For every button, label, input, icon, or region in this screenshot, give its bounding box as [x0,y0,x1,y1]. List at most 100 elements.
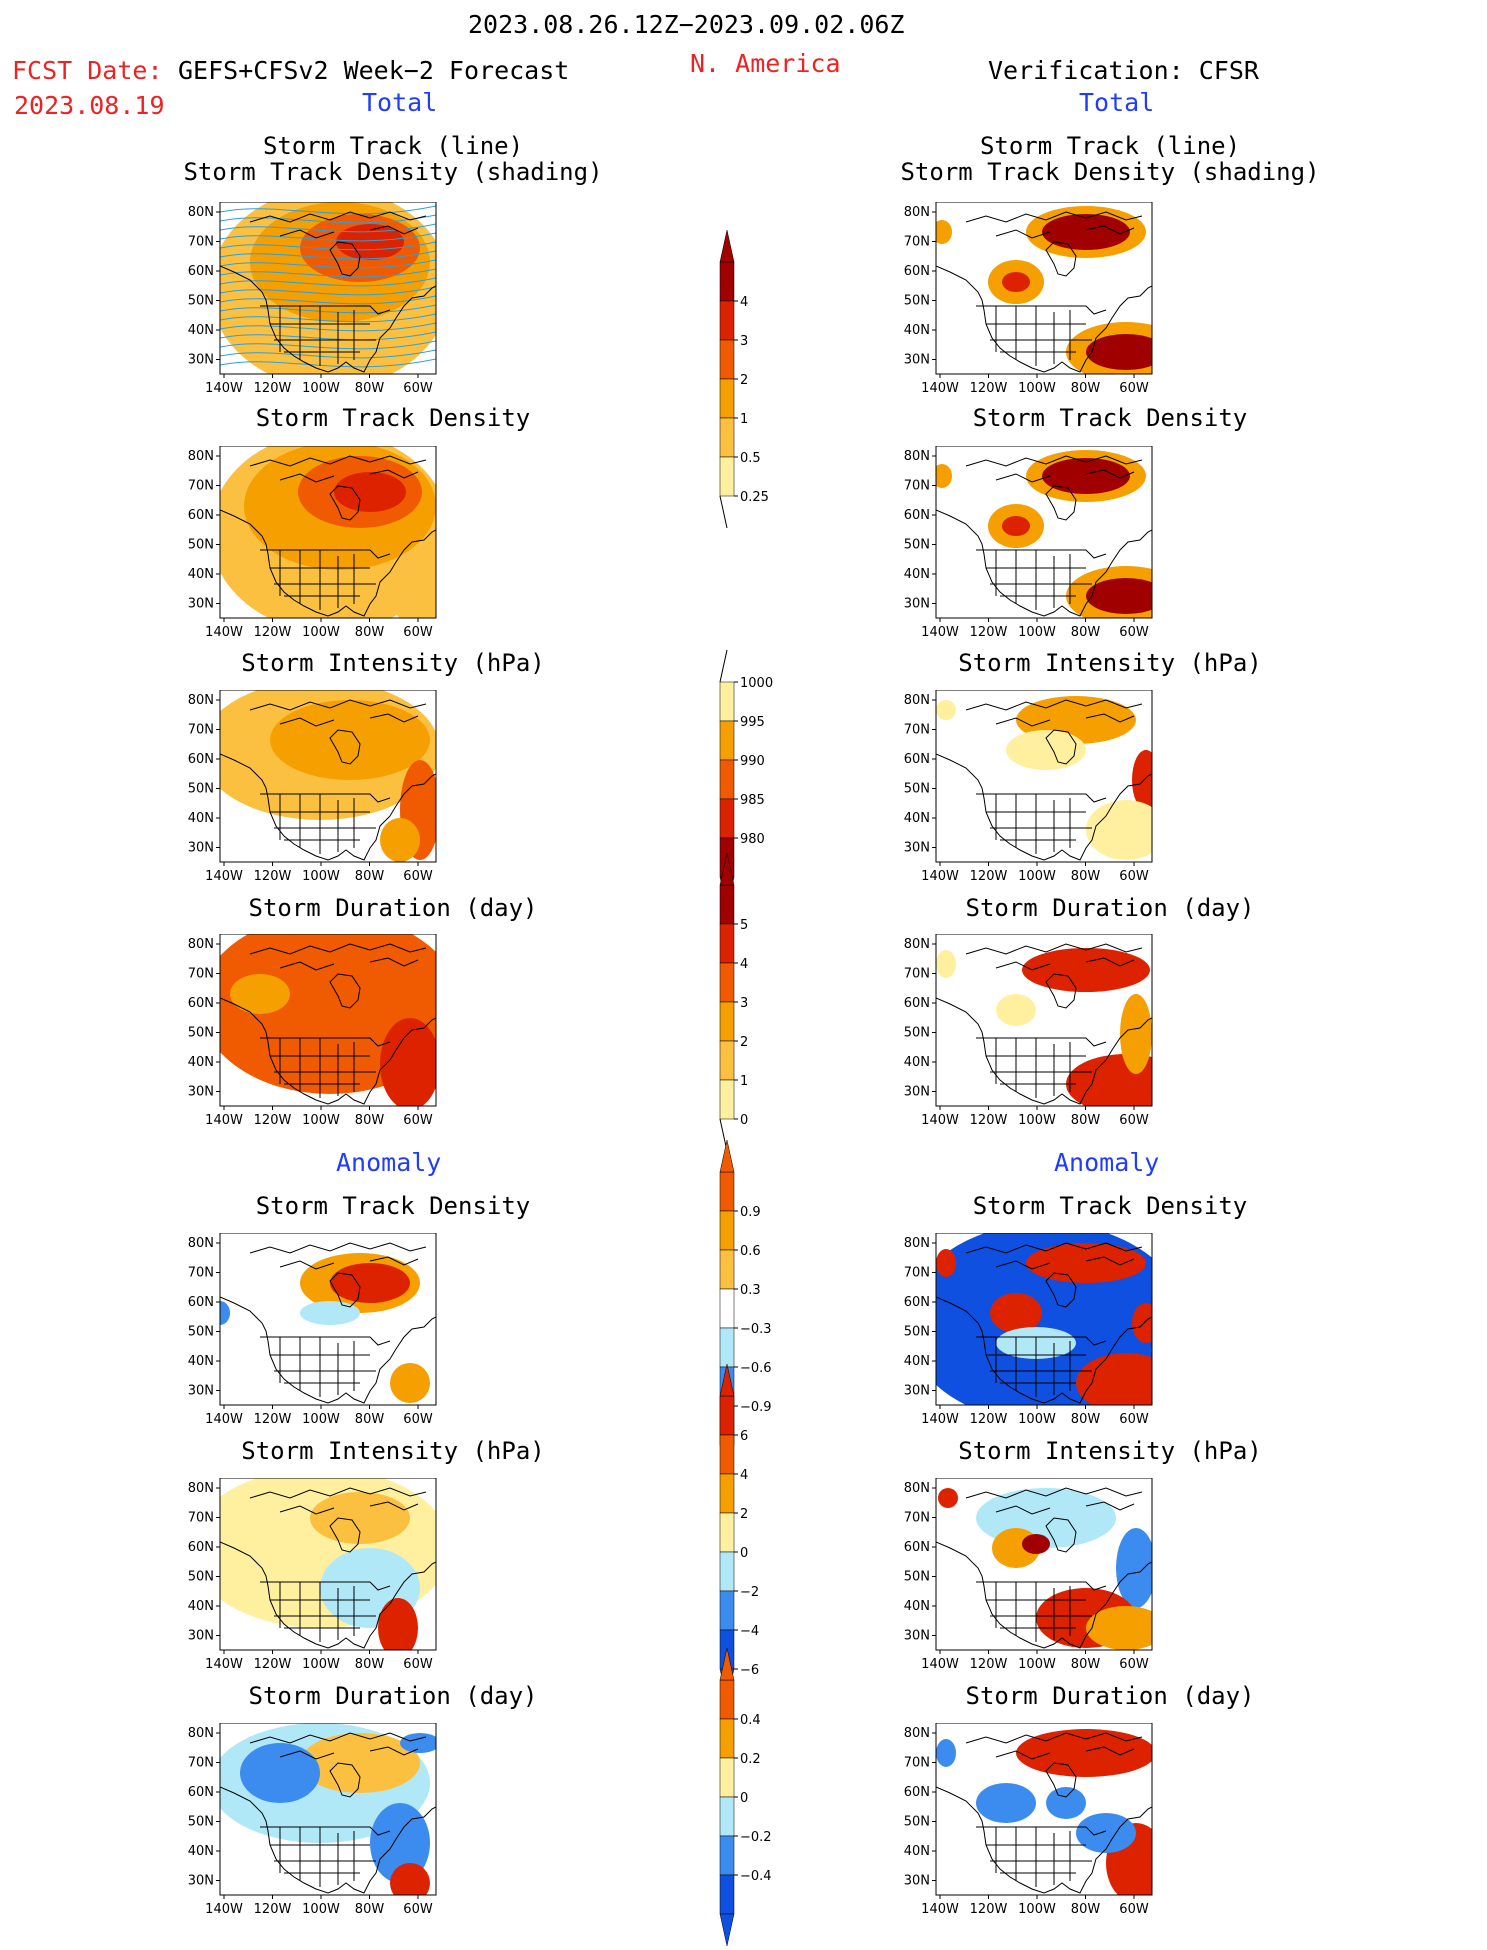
lat-label: 80N [188,1236,214,1251]
colorbar-segment [719,1835,735,1876]
lon-label: 80W [1071,1657,1101,1672]
shading-region [380,818,420,862]
lat-label: 50N [188,294,214,309]
colorbar-label: 0 [740,1113,748,1128]
lon-label: 100W [302,1902,340,1917]
colorbar-label: −0.3 [740,1322,772,1337]
lat-label: 80N [904,1481,930,1496]
duration-anom-colorbar: 0.4 0.2 0 −0.2 −0.4 [719,1647,772,1947]
left-intensity-title: Storm Intensity (hPa) [241,649,545,677]
colorbar-segment [719,759,735,800]
shading-region [380,1018,436,1106]
lat-label: 60N [904,1295,930,1310]
lat-label: 80N [904,1726,930,1741]
colorbar-label: 0.6 [740,1244,761,1259]
shading-region [1086,334,1152,370]
shading-region [400,1733,436,1753]
right-anom-density-title: Storm Track Density [972,1192,1248,1220]
lon-label: 140W [921,381,959,396]
colorbar-label: 0.9 [740,1205,761,1220]
lon-label: 60W [403,1902,433,1917]
colorbar-segment [719,300,735,341]
colorbar-label: 4 [740,1468,748,1483]
lon-label: 60W [1119,381,1149,396]
lat-label: 60N [188,996,214,1011]
colorbar-label: 4 [740,957,748,972]
lat-label: 40N [188,1844,214,1859]
colorbar-label: −2 [740,1585,759,1600]
lat-label: 60N [188,1540,214,1555]
colorbar-label: 995 [740,715,765,730]
colorbar-label: 0.4 [740,1713,761,1728]
lon-label: 80W [1071,1412,1101,1427]
shading-region [976,1783,1036,1823]
lat-label: 30N [904,1629,930,1644]
lat-label: 80N [188,693,214,708]
colorbar-label: −0.6 [740,1361,772,1376]
lon-label: 140W [205,1412,243,1427]
lat-label: 40N [904,1844,930,1859]
colorbar-label: 1000 [740,676,773,691]
shading-region [336,224,404,260]
lon-label: 140W [921,869,959,884]
colorbar-segment [719,1210,735,1251]
lon-label: 100W [302,1113,340,1128]
lat-label: 70N [904,723,930,738]
shading-region [378,1598,418,1650]
colorbar-label: −0.2 [740,1830,772,1845]
lat-label: 80N [188,449,214,464]
lat-label: 50N [904,538,930,553]
lon-label: 100W [1018,1657,1056,1672]
right-duration-title: Storm Duration (day) [965,894,1255,922]
colorbar-segment [719,1718,735,1759]
left-anom-density-title: Storm Track Density [255,1192,531,1220]
lon-label: 60W [1119,1113,1149,1128]
lon-label: 120W [970,1657,1008,1672]
colorbar-segment [719,261,735,302]
right-anom-density-map: 80N 70N 60N 50N 40N 30N 140W 120W 100W 80W 60W [904,1233,1153,1427]
shading-region [1002,272,1030,292]
lon-label: 80W [355,869,385,884]
lat-label: 70N [188,235,214,250]
lat-label: 30N [188,597,214,612]
lat-label: 40N [904,1599,930,1614]
lon-label: 80W [1071,869,1101,884]
left-density-map: 80N 70N 60N 50N 40N 30N 140W 120W 100W 80W 60W [188,446,437,640]
lon-label: 60W [403,869,433,884]
lat-label: 80N [904,937,930,952]
lat-label: 50N [188,538,214,553]
shading-region [1022,1534,1050,1554]
colorbar-segment [719,1079,735,1120]
right-density-map: 80N 70N 60N 50N 40N 30N 140W 120W 100W 80W 60W [904,446,1153,640]
colorbar-label: 6 [740,1429,748,1444]
colorbar-label: 985 [740,793,765,808]
colorbar-segment [719,884,735,925]
colorbar-segment [719,720,735,761]
right-anom-intensity-title: Storm Intensity (hPa) [958,1437,1262,1465]
colorbar-label: 0.3 [740,1283,761,1298]
right-anom-duration-map: 80N 70N 60N 50N 40N 30N 140W 120W 100W 80W 60W [904,1723,1153,1917]
lon-label: 80W [355,1902,385,1917]
colorbar-label: 990 [740,754,765,769]
lon-label: 100W [1018,381,1056,396]
shading-region [1076,1813,1136,1853]
shading-region [1022,948,1150,992]
colorbar-label: 980 [740,832,765,847]
lat-label: 40N [904,567,930,582]
lat-label: 30N [904,1874,930,1889]
lat-label: 70N [904,1756,930,1771]
colorbar-label: 2 [740,1507,748,1522]
shading-region [1016,1729,1152,1777]
shading-region [1046,1787,1086,1819]
lat-label: 30N [904,1384,930,1399]
shading-region [936,950,956,978]
shading-region [390,1863,430,1895]
lat-label: 40N [188,1599,214,1614]
colorbar-segment [719,923,735,964]
lat-label: 60N [904,508,930,523]
shading-region [1002,516,1030,536]
left-duration-title: Storm Duration (day) [248,894,538,922]
colorbar-segment [719,1551,735,1592]
shading-region [1132,750,1152,810]
lon-label: 120W [970,381,1008,396]
